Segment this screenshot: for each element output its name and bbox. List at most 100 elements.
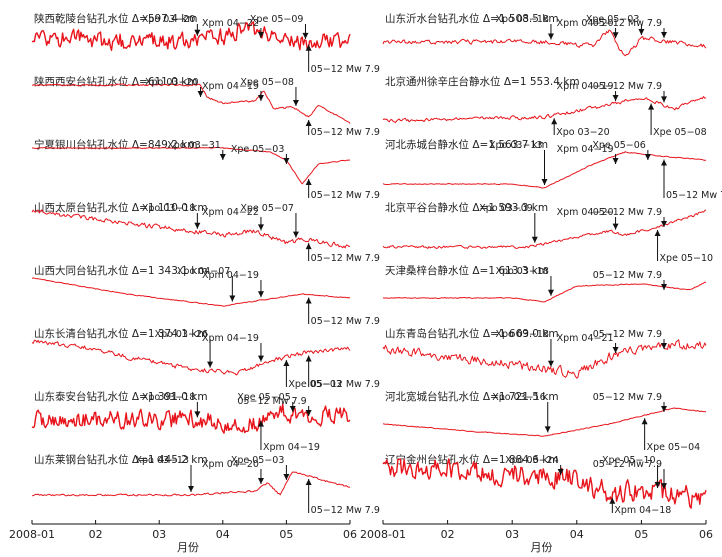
event-annotation: Xpm 04−19	[202, 81, 264, 101]
event-label: 05−12 Mw 7.9	[593, 18, 662, 29]
panel-title: 山东莱钢台钻孔水位 Δ=1 445.2 km	[34, 453, 208, 466]
x-axis-0: 2008-01 02 03 04 05 06 月份	[9, 520, 357, 554]
event-annotation: Xpo 03−20	[145, 77, 204, 97]
series-curve	[31, 471, 351, 497]
event-annotation: Xpo 03−13	[135, 455, 194, 492]
event-annotation: Xpo 03−13	[489, 140, 548, 185]
event-label: Xpm 04−19	[557, 144, 614, 155]
arrow-head	[292, 100, 299, 106]
event-annotation: Xpm 04−18	[609, 497, 671, 516]
panel-title: 北京通州徐辛庄台静水位 Δ=1 553.4 km	[385, 75, 580, 88]
arrow-head	[194, 222, 201, 229]
tick-label: 03	[152, 528, 166, 541]
event-label: 05−12 Mw 7.9	[311, 64, 380, 75]
event-annotation: Xpm 04−22	[202, 207, 264, 231]
series-curve	[382, 209, 707, 249]
event-label: Xpo 04−07	[177, 266, 231, 277]
series-curve	[382, 339, 707, 379]
series-curve	[31, 83, 351, 124]
event-label: Xpo 03−20	[142, 14, 196, 25]
panel-title: 河北赤城台静水位 Δ=1 563.7 km	[385, 138, 548, 151]
tick-label: 2008-01	[9, 528, 55, 541]
event-annotation: Xpe 05−04	[641, 418, 701, 453]
event-annotation: Xpe 05−03	[283, 360, 342, 390]
arrow-head	[283, 360, 290, 366]
event-label: Xpm 04−20	[557, 18, 614, 29]
arrow-head	[305, 179, 312, 185]
event-annotation: Xpo 03−18	[142, 203, 201, 229]
tick-label: 02	[441, 528, 455, 541]
series-curve	[382, 407, 707, 437]
event-label: 05−12 Mw 7.9	[237, 396, 306, 407]
event-annotation: Xpm 04−20	[557, 18, 619, 39]
event-annotation: Xpo 03−20	[551, 118, 610, 138]
arrow-head	[544, 426, 551, 433]
event-label: Xpm 04−19	[202, 270, 259, 281]
arrow-head	[648, 103, 655, 110]
event-annotation: 05−12 Mw 7.9	[593, 207, 668, 227]
arrow-head	[612, 95, 619, 101]
arrow-head	[283, 474, 290, 480]
event-annotation: Xpo 03−24	[505, 455, 564, 475]
arrow-head	[661, 406, 668, 412]
event-label: Xpm 04−20	[557, 207, 614, 218]
event-label: Xpm 04−19	[202, 333, 259, 344]
event-annotation: Xpe 05−10	[602, 455, 661, 488]
arrow-head	[289, 406, 296, 412]
event-annotation: Xpo 03−09	[479, 203, 538, 243]
arrow-head	[305, 243, 312, 250]
event-annotation: 05−12 Mw 7.9	[237, 396, 312, 416]
arrow-head	[661, 96, 668, 103]
panel-title: 天津桑梓台静水位 Δ=1 613.3 km	[385, 264, 548, 277]
event-annotation: Xpo 03−16	[492, 392, 551, 433]
event-annotation: 05−12 Mw 7.9	[305, 243, 380, 264]
arrow-head	[302, 32, 309, 39]
event-label: Xpe 05−05	[237, 392, 291, 403]
event-annotation: Xpm 04−19	[202, 270, 264, 298]
arrow-head	[305, 120, 312, 126]
event-label: Xpo 03−09	[479, 203, 533, 214]
event-annotation: 05−12 Mw 7.9	[305, 179, 380, 201]
panel-title: 辽宁金州台钻孔水位 Δ=1 884.6 km	[385, 453, 559, 466]
arrow-head	[305, 297, 312, 304]
event-label: 05−12 Mw 7.9	[593, 459, 662, 470]
event-label: Xpe 05−08	[240, 77, 294, 88]
arrow-head	[612, 32, 619, 39]
arrow-head	[257, 32, 264, 38]
tick-label: 03	[505, 528, 519, 541]
event-annotation: 05−12 Mw 7.9	[305, 355, 380, 390]
event-label: Xpo 03−18	[495, 329, 549, 340]
tick-label: 2008-01	[360, 528, 406, 541]
event-label: Xpm 04−19	[557, 81, 614, 92]
panel-title: 山东青岛台钻孔水位 Δ=1 669.0 km	[385, 327, 559, 340]
event-label: Xpe 05−10	[602, 455, 656, 466]
arrow-head	[612, 158, 619, 164]
panel-title: 山东沂水台钻孔水位 Δ=1 508.5 km	[385, 12, 559, 25]
event-label: Xpe 05−07	[240, 203, 294, 214]
tick-label: 06	[699, 528, 713, 541]
arrow-head	[654, 230, 661, 236]
tick-label: 05	[279, 528, 293, 541]
arrow-head	[661, 221, 668, 227]
arrow-head	[612, 223, 619, 230]
event-label: Xpe 05−09	[250, 14, 304, 25]
event-annotation: 05−12 Mw 7.9	[305, 120, 380, 138]
tick-label: 04	[570, 528, 584, 541]
tick-label: 02	[89, 528, 103, 541]
event-label: 05−12 Mw 7.9	[311, 190, 380, 201]
arrow-head	[229, 295, 236, 302]
event-label: Xpe 05−03	[231, 455, 285, 466]
arrow-head	[557, 469, 564, 475]
event-label: Xpe 05−04	[647, 442, 701, 453]
event-annotation: Xpo 03−20	[142, 14, 201, 36]
panel-title: 山东长清台钻孔水位 Δ=1 374.1 km	[34, 327, 208, 340]
